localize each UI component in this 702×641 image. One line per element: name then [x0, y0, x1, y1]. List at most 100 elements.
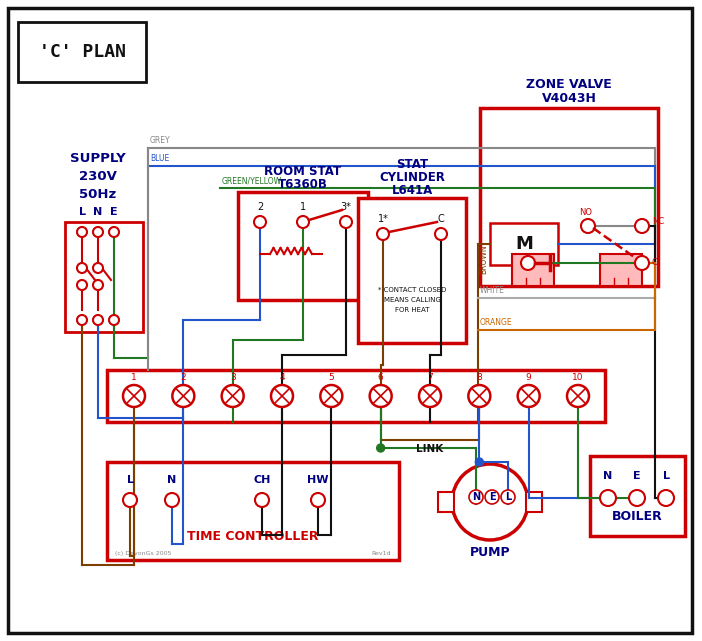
Circle shape [501, 490, 515, 504]
Text: 3: 3 [230, 372, 236, 381]
Text: (c) DevonGs 2005: (c) DevonGs 2005 [115, 551, 171, 556]
Bar [238, 192, 368, 300]
Text: 8: 8 [477, 372, 482, 381]
Circle shape [340, 216, 352, 228]
Circle shape [629, 490, 645, 506]
Text: 'C' PLAN: 'C' PLAN [39, 43, 126, 61]
Text: C: C [652, 258, 658, 267]
Circle shape [320, 385, 343, 407]
Text: GREY: GREY [150, 136, 171, 145]
Circle shape [123, 493, 137, 507]
Text: L: L [126, 475, 133, 485]
Text: SUPPLY: SUPPLY [70, 151, 126, 165]
Circle shape [254, 216, 266, 228]
Text: 1: 1 [300, 202, 306, 212]
Text: N: N [472, 492, 480, 502]
Text: M: M [515, 235, 533, 253]
Circle shape [93, 280, 103, 290]
Circle shape [600, 490, 616, 506]
Text: ORANGE: ORANGE [480, 318, 512, 327]
Text: 4: 4 [279, 372, 285, 381]
Circle shape [93, 315, 103, 325]
Text: BROWN: BROWN [479, 244, 488, 274]
Text: CH: CH [253, 475, 271, 485]
Circle shape [172, 385, 194, 407]
Text: T6360B: T6360B [278, 178, 328, 190]
Circle shape [165, 493, 179, 507]
Text: STAT: STAT [396, 158, 428, 171]
Bar [512, 254, 554, 286]
Text: PUMP: PUMP [470, 545, 510, 558]
Bar [18, 22, 146, 82]
Text: GREEN/YELLOW: GREEN/YELLOW [222, 176, 282, 185]
Circle shape [435, 228, 447, 240]
Text: 1: 1 [131, 372, 137, 381]
Text: NC: NC [652, 217, 664, 226]
Circle shape [581, 219, 595, 233]
Text: 1*: 1* [378, 214, 388, 224]
Text: ROOM STAT: ROOM STAT [265, 165, 342, 178]
Text: Rev1d: Rev1d [371, 551, 390, 556]
Circle shape [377, 444, 385, 452]
Text: WHITE: WHITE [480, 286, 505, 295]
Text: 2: 2 [257, 202, 263, 212]
Bar [590, 456, 685, 536]
Text: 6: 6 [378, 372, 383, 381]
Text: HW: HW [307, 475, 329, 485]
Circle shape [77, 280, 87, 290]
Circle shape [93, 227, 103, 237]
Text: NO: NO [579, 208, 592, 217]
Text: BLUE: BLUE [150, 154, 169, 163]
Text: LINK: LINK [416, 444, 444, 454]
Circle shape [297, 216, 309, 228]
Text: E: E [489, 492, 496, 502]
Circle shape [271, 385, 293, 407]
Circle shape [93, 263, 103, 273]
Text: E: E [633, 471, 641, 481]
Circle shape [109, 227, 119, 237]
Circle shape [635, 256, 649, 270]
Text: L: L [663, 471, 670, 481]
Text: MEANS CALLING: MEANS CALLING [383, 297, 440, 303]
Text: 2: 2 [180, 372, 186, 381]
Text: N: N [93, 207, 102, 217]
Circle shape [222, 385, 244, 407]
Text: 50Hz: 50Hz [79, 188, 117, 201]
Circle shape [377, 228, 389, 240]
Bar [107, 370, 605, 422]
Circle shape [658, 490, 674, 506]
Circle shape [311, 493, 325, 507]
Text: FOR HEAT: FOR HEAT [395, 307, 429, 313]
Circle shape [77, 315, 87, 325]
Circle shape [475, 458, 484, 466]
Bar [65, 222, 143, 332]
Text: C: C [437, 214, 444, 224]
Circle shape [468, 385, 490, 407]
Text: 5: 5 [329, 372, 334, 381]
Circle shape [452, 464, 528, 540]
Text: E: E [110, 207, 118, 217]
Bar [480, 108, 658, 286]
Circle shape [469, 490, 483, 504]
Text: L: L [505, 492, 511, 502]
Text: BOILER: BOILER [612, 510, 663, 522]
Bar [490, 223, 558, 265]
Circle shape [517, 385, 540, 407]
Circle shape [521, 256, 535, 270]
Circle shape [635, 219, 649, 233]
Circle shape [77, 263, 87, 273]
Circle shape [419, 385, 441, 407]
Text: L: L [79, 207, 86, 217]
Text: ZONE VALVE: ZONE VALVE [526, 78, 612, 90]
Text: N: N [604, 471, 613, 481]
Circle shape [109, 315, 119, 325]
Text: 230V: 230V [79, 169, 117, 183]
Circle shape [567, 385, 589, 407]
Bar [107, 462, 399, 560]
Circle shape [77, 227, 87, 237]
Circle shape [123, 385, 145, 407]
Text: * CONTACT CLOSED: * CONTACT CLOSED [378, 287, 446, 293]
Text: CYLINDER: CYLINDER [379, 171, 445, 183]
Bar [526, 492, 542, 512]
Circle shape [370, 385, 392, 407]
